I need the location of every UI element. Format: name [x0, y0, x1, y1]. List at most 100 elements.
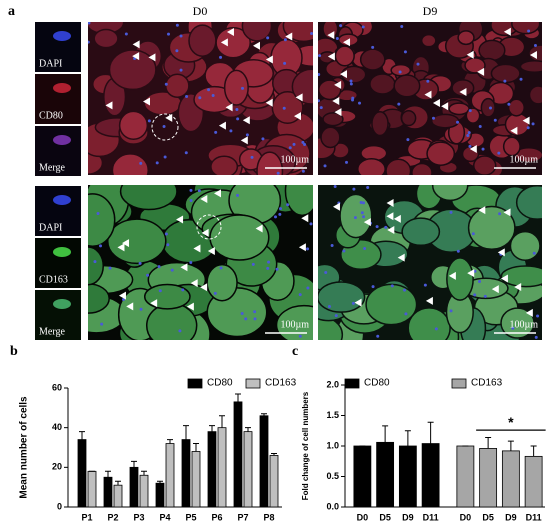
nucleus: [214, 130, 218, 134]
cell: [478, 39, 506, 62]
nucleus: [181, 288, 185, 292]
nucleus: [276, 171, 280, 175]
nucleus: [352, 187, 356, 191]
inset-label: CD80: [39, 110, 63, 121]
bar: [103, 476, 113, 508]
y-axis-label: Mean number of cells: [19, 396, 30, 499]
error-bar: [530, 445, 537, 457]
arrowhead: [225, 103, 233, 112]
nucleus: [166, 243, 170, 247]
highlight-circle: [196, 214, 222, 240]
nucleus: [189, 260, 193, 264]
cell: [465, 107, 481, 124]
inset-cell: [53, 195, 71, 205]
error-bar: [183, 425, 189, 440]
error-bar: [141, 470, 147, 476]
nucleus: [533, 43, 537, 47]
error-bar: [167, 439, 173, 444]
nucleus: [468, 109, 472, 113]
nucleus: [235, 108, 239, 112]
cell: [365, 283, 418, 326]
nucleus: [483, 294, 487, 298]
nucleus: [335, 37, 339, 41]
nucleus: [157, 265, 161, 269]
cell: [519, 59, 542, 73]
nucleus: [423, 283, 427, 287]
nucleus: [526, 126, 530, 130]
nucleus: [274, 215, 278, 219]
nucleus: [96, 211, 100, 215]
arrowhead: [117, 243, 125, 252]
cell: [500, 307, 535, 339]
nucleus: [371, 285, 375, 289]
error-bar: [404, 430, 411, 446]
cell: [472, 155, 497, 175]
cell: [369, 73, 396, 95]
nucleus: [473, 293, 477, 297]
bar: [259, 415, 269, 508]
bar: [398, 445, 417, 508]
cell-texture: [88, 22, 313, 175]
nucleus: [318, 54, 322, 58]
x-tick-label: D0: [460, 512, 472, 522]
arrowhead: [327, 31, 335, 40]
nucleus: [390, 284, 394, 288]
nucleus: [534, 335, 538, 339]
arrowhead: [510, 126, 518, 135]
arrowhead: [298, 243, 306, 252]
arrowhead: [503, 208, 511, 217]
y-axis-label: Fold change of cell numbers: [301, 391, 310, 500]
inset-cell: [53, 83, 71, 93]
legend-label: CD80: [207, 378, 233, 389]
nucleus: [219, 55, 223, 59]
error-bar: [193, 443, 199, 452]
nucleus: [253, 317, 257, 321]
cell: [390, 63, 412, 77]
error-bar: [105, 470, 111, 478]
bar: [207, 431, 217, 508]
nucleus: [240, 311, 244, 315]
bar: [233, 401, 243, 508]
arrowhead: [220, 38, 228, 47]
nucleus: [344, 160, 348, 164]
error-bar: [485, 436, 492, 449]
y-tick-label: 60: [52, 382, 62, 392]
cell: [426, 141, 456, 166]
bar: [191, 451, 201, 508]
x-tick-label: D9: [505, 512, 517, 522]
error-bar: [219, 415, 225, 428]
arrowhead: [148, 53, 156, 62]
cell: [371, 110, 389, 137]
nucleus: [286, 203, 290, 207]
nucleus: [471, 232, 475, 236]
cell: [401, 217, 441, 247]
arrowhead: [387, 226, 395, 235]
nucleus: [292, 142, 296, 146]
nucleus: [481, 147, 485, 151]
nucleus: [122, 298, 126, 302]
panel-label: a: [8, 4, 15, 19]
cell: [322, 112, 344, 127]
nucleus: [250, 155, 254, 159]
arrowhead: [265, 55, 273, 64]
legend-label: CD80: [364, 378, 390, 389]
inset-image: [35, 126, 81, 176]
legend-swatch: [187, 378, 203, 389]
bar: [155, 482, 165, 508]
bar: [217, 427, 227, 508]
nucleus: [456, 120, 460, 124]
cell: [291, 68, 313, 105]
arrowhead: [265, 98, 273, 107]
nucleus: [147, 119, 151, 123]
nucleus: [301, 140, 305, 144]
cell: [164, 73, 190, 98]
nucleus: [189, 188, 193, 192]
nucleus: [353, 216, 357, 220]
nucleus: [303, 143, 307, 147]
nucleus: [306, 286, 310, 290]
legend-label: CD163: [265, 378, 297, 389]
nucleus: [489, 106, 493, 110]
x-tick-label: P4: [159, 512, 170, 522]
arrowhead: [105, 101, 113, 110]
nucleus: [363, 246, 367, 250]
